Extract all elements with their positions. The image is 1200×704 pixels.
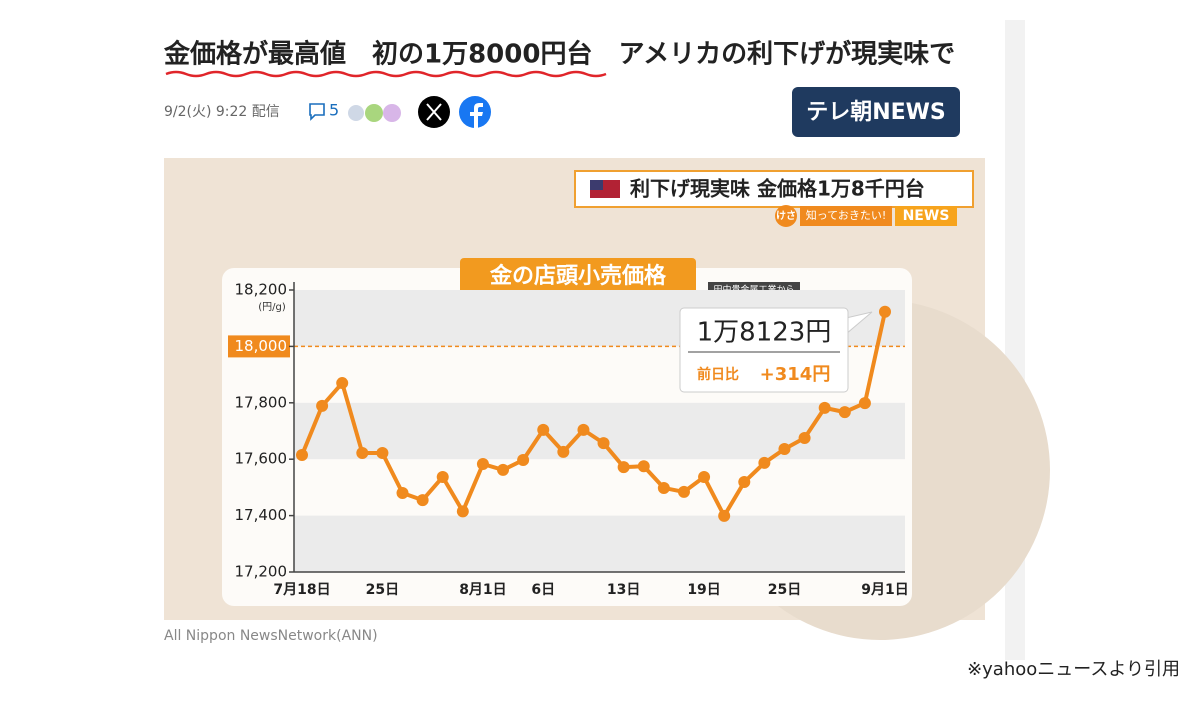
news-box — [895, 206, 957, 226]
price-point — [798, 432, 811, 445]
reactions[interactable] — [348, 104, 401, 122]
price-point — [296, 448, 308, 461]
price-point — [657, 481, 670, 494]
news-tag: NEWS — [903, 208, 950, 224]
note: ※yahooニュースより引用 — [967, 659, 1180, 680]
x-tick-label: 25日 — [366, 582, 399, 598]
price-point — [637, 460, 650, 473]
callout-change: +314円 — [760, 364, 831, 385]
y-tick-label: 18,000 — [235, 337, 288, 355]
y-tick-highlight — [228, 335, 290, 358]
caption: All Nippon NewsNetwork(ANN) — [164, 628, 378, 644]
y-unit: (円/g) — [258, 302, 286, 313]
x-tick-label: 25日 — [768, 582, 801, 598]
price-point — [316, 399, 329, 412]
price-point — [879, 305, 891, 318]
price-point — [476, 457, 489, 470]
price-point — [517, 454, 530, 467]
price-point — [597, 437, 610, 450]
y-tick-label: 17,800 — [235, 393, 288, 411]
tag: けさ — [776, 210, 796, 222]
price-point — [698, 470, 711, 483]
price-point — [376, 446, 389, 459]
date: 9/2(火) 9:22 配信 — [164, 104, 280, 120]
price-point — [537, 423, 550, 436]
comment-link[interactable]: 5 — [309, 101, 339, 121]
subtag: 知っておきたい! — [806, 208, 887, 222]
x-tick-label: 19日 — [687, 582, 720, 598]
x-tick-label: 13日 — [607, 582, 640, 598]
chart-title: 金の店頭小売価格 — [489, 263, 667, 289]
y-tick-label: 18,200 — [235, 281, 288, 299]
callout-value: 1万8123円 — [697, 318, 832, 348]
banner — [574, 170, 974, 208]
share-facebook[interactable] — [459, 96, 491, 128]
price-point — [416, 494, 429, 507]
subtag-box — [800, 206, 892, 226]
price-point — [677, 485, 690, 498]
x-tick-label: 9月1日 — [861, 582, 908, 598]
callout-change-label: 前日比 — [697, 366, 739, 383]
reaction-icon — [365, 104, 383, 122]
flag-canton — [590, 180, 603, 190]
y-tick-label: 17,600 — [235, 450, 288, 468]
underline — [165, 70, 607, 78]
x-tick-label: 7月18日 — [273, 582, 330, 598]
y-tick-label: 17,200 — [235, 563, 288, 581]
price-point — [336, 377, 349, 390]
price-point — [818, 401, 831, 414]
x-tick-label: 8月1日 — [459, 582, 506, 598]
price-point — [577, 423, 590, 436]
banner-text: 利下げ現実味 金価格1万8千円台 — [630, 177, 925, 201]
price-point — [758, 456, 771, 469]
callout-box — [679, 307, 849, 393]
price-point — [858, 397, 871, 410]
price-point — [356, 446, 369, 459]
price-point — [436, 470, 449, 483]
band — [294, 515, 905, 572]
price-point — [617, 461, 630, 474]
facebook-glyph — [470, 103, 483, 128]
publisher-link[interactable]: テレ朝NEWS — [792, 87, 960, 137]
share-x[interactable] — [418, 96, 450, 128]
reaction-icon — [383, 104, 401, 122]
price-point — [738, 476, 751, 489]
comment-icon — [309, 103, 325, 121]
price-point — [778, 443, 791, 456]
publisher-logo — [792, 87, 960, 137]
y-tick-label: 17,400 — [235, 506, 288, 524]
price-point — [718, 509, 731, 522]
band — [294, 402, 905, 460]
headline: 金価格が最高値 初の1万8000円台 アメリカの利下げが現実味で — [163, 39, 955, 70]
reaction-icon — [348, 105, 364, 121]
price-point — [838, 406, 851, 419]
chart-title-box — [460, 258, 696, 296]
tag-badge — [775, 205, 797, 227]
price-point — [497, 463, 510, 476]
price-point — [396, 487, 409, 500]
price-point — [456, 505, 469, 518]
publisher: テレ朝NEWS — [806, 99, 946, 125]
price-point — [557, 445, 570, 458]
x-glyph — [426, 103, 442, 121]
plot: 17,200 17,400 17,600 17,800 18,000 18,200 7月18… — [228, 281, 909, 598]
x-tick-label: 6日 — [531, 582, 555, 598]
comment-count: 5 — [329, 101, 339, 120]
